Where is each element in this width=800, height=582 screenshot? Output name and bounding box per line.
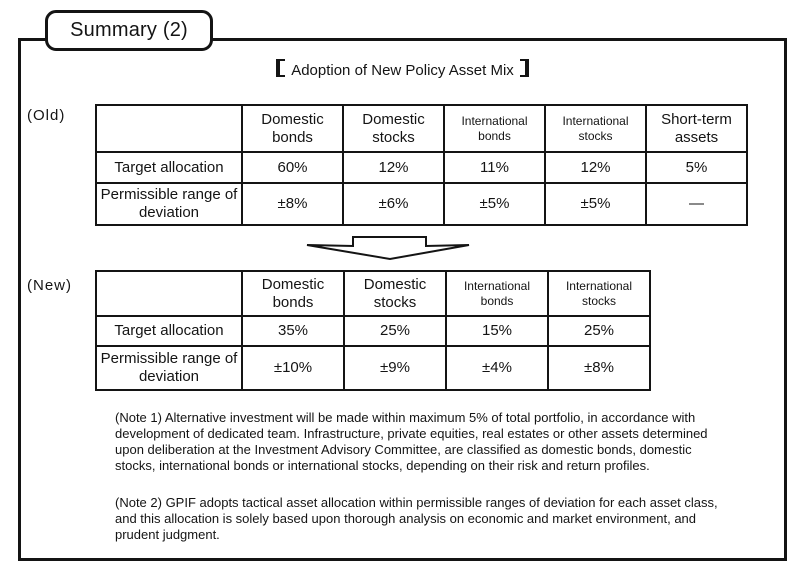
new-col-international-bonds: International bonds (445, 270, 549, 317)
old-header-row: Domestic bonds Domestic stocks Internati… (95, 104, 748, 153)
new-col-domestic-bonds: Domestic bonds (241, 270, 345, 317)
value-cell: ±5% (443, 182, 546, 226)
old-corner-cell (95, 104, 243, 153)
section-caption-text: Adoption of New Policy Asset Mix (291, 62, 514, 79)
value-cell: ±9% (343, 345, 447, 391)
value-cell: ±6% (342, 182, 445, 226)
old-col-international-stocks: International stocks (544, 104, 647, 153)
new-corner-cell (95, 270, 243, 317)
value-cell: 60% (241, 151, 344, 184)
old-policy-table: Domestic bonds Domestic stocks Internati… (95, 104, 748, 226)
old-col-domestic-bonds: Domestic bonds (241, 104, 344, 153)
old-target-allocation-row: Target allocation 60% 12% 11% 12% 5% (95, 151, 748, 184)
note-1: (Note 1) Alternative investment will be … (115, 410, 708, 473)
row-label: Target allocation (95, 151, 243, 184)
section-caption: Adoption of New Policy Asset Mix (18, 59, 787, 79)
old-col-domestic-stocks: Domestic stocks (342, 104, 445, 153)
old-col-international-bonds: International bonds (443, 104, 546, 153)
value-cell: 12% (544, 151, 647, 184)
value-cell: 12% (342, 151, 445, 184)
note-2: (Note 2) GPIF adopts tactical asset allo… (115, 494, 718, 542)
value-cell: 25% (547, 315, 651, 347)
new-target-allocation-row: Target allocation 35% 25% 15% 25% (95, 315, 651, 347)
old-col-short-term-assets: Short-term assets (645, 104, 748, 153)
notes-section: (Note 1) Alternative investment will be … (115, 410, 733, 564)
row-label: Permissible range of deviation (95, 345, 243, 391)
transition-arrow (300, 232, 475, 262)
old-table-label: (Old) (27, 107, 66, 124)
right-lenticular-bracket-icon (519, 59, 529, 77)
new-col-international-stocks: International stocks (547, 270, 651, 317)
new-policy-table: Domestic bonds Domestic stocks Internati… (95, 270, 651, 391)
value-cell: ±10% (241, 345, 345, 391)
new-table-label: (New) (27, 277, 72, 294)
old-permissible-range-row: Permissible range of deviation ±8% ±6% ±… (95, 182, 748, 226)
value-cell: ±8% (547, 345, 651, 391)
value-cell: ±8% (241, 182, 344, 226)
value-cell: ±4% (445, 345, 549, 391)
value-cell: ±5% (544, 182, 647, 226)
slide-title: Summary (2) (70, 19, 188, 41)
down-arrow-icon (306, 236, 470, 261)
value-cell: 11% (443, 151, 546, 184)
value-cell: 15% (445, 315, 549, 347)
new-header-row: Domestic bonds Domestic stocks Internati… (95, 270, 651, 317)
new-col-domestic-stocks: Domestic stocks (343, 270, 447, 317)
left-lenticular-bracket-icon (276, 59, 286, 77)
value-cell: 25% (343, 315, 447, 347)
slide-title-box: Summary (2) (45, 10, 213, 51)
new-permissible-range-row: Permissible range of deviation ±10% ±9% … (95, 345, 651, 391)
value-cell: 35% (241, 315, 345, 347)
row-label: Permissible range of deviation (95, 182, 243, 226)
value-cell: — (645, 182, 748, 226)
row-label: Target allocation (95, 315, 243, 347)
value-cell: 5% (645, 151, 748, 184)
